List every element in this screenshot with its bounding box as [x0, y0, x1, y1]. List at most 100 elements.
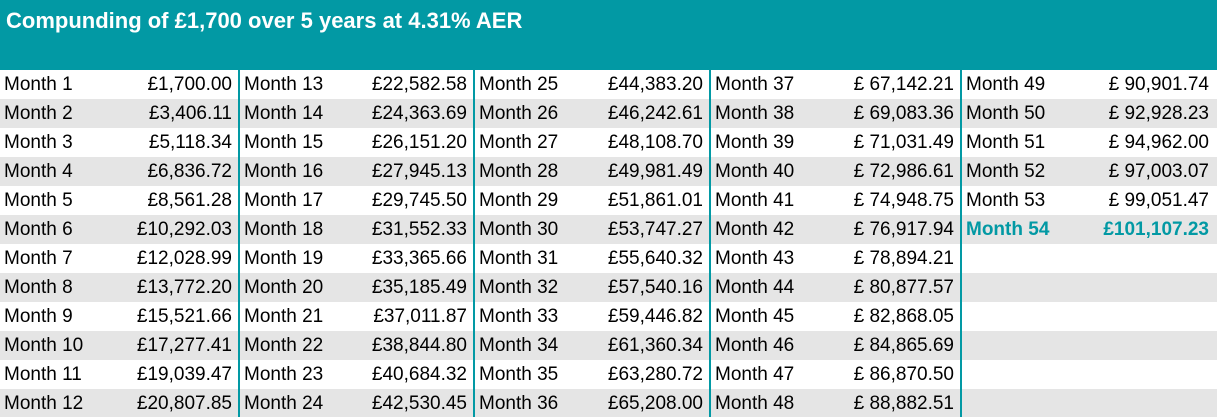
table-row: [0, 331, 1217, 360]
month-entry[interactable]: Month 52 £ 97,003.07: [962, 157, 1215, 186]
month-entry[interactable]: Month 43 £ 78,894.21: [711, 244, 960, 273]
balance-value: £22,582.58: [371, 74, 467, 95]
month-label: Month 38: [715, 103, 795, 124]
month-entry[interactable]: Month 42 £ 76,917.94: [711, 215, 960, 244]
month-entry[interactable]: Month 47 £ 86,870.50: [711, 360, 960, 389]
month-entry[interactable]: Month 3 £5,118.34: [0, 128, 238, 157]
balance-value: £ 80,877.57: [853, 277, 954, 298]
month-label: Month 21: [244, 306, 324, 327]
month-label: Month 11: [4, 364, 82, 385]
month-entry[interactable]: Month 8 £13,772.20: [0, 273, 238, 302]
balance-value: £29,745.50: [371, 190, 467, 211]
balance-value: £101,107.23: [1103, 219, 1209, 240]
month-entry[interactable]: Month 27 £48,108.70: [475, 128, 709, 157]
month-label: Month 52: [966, 161, 1046, 182]
month-entry[interactable]: Month 22 £38,844.80: [240, 331, 473, 360]
month-entry[interactable]: Month 36 £65,208.00: [475, 389, 709, 417]
balance-value: £ 76,917.94: [853, 219, 954, 240]
month-entry[interactable]: Month 28 £49,981.49: [475, 157, 709, 186]
month-label: Month 35: [479, 364, 559, 385]
month-entry[interactable]: Month 18 £31,552.33: [240, 215, 473, 244]
column-divider: [238, 70, 240, 417]
month-entry[interactable]: Month 50 £ 92,928.23: [962, 99, 1215, 128]
month-label: Month 28: [479, 161, 559, 182]
month-label: Month 5: [4, 190, 73, 211]
month-label: Month 3: [4, 132, 73, 153]
month-label: Month 45: [715, 306, 795, 327]
balance-value: £ 74,948.75: [853, 190, 954, 211]
month-entry[interactable]: Month 26 £46,242.61: [475, 99, 709, 128]
month-entry[interactable]: Month 1 £1,700.00: [0, 70, 238, 99]
month-entry[interactable]: Month 21 £37,011.87: [240, 302, 473, 331]
balance-value: £27,945.13: [371, 161, 467, 182]
month-entry[interactable]: Month 54 £101,107.23: [962, 215, 1215, 244]
month-entry[interactable]: Month 24 £42,530.45: [240, 389, 473, 417]
month-entry[interactable]: Month 6 £10,292.03: [0, 215, 238, 244]
month-entry[interactable]: Month 25 £44,383.20: [475, 70, 709, 99]
month-entry[interactable]: Month 4 £6,836.72: [0, 157, 238, 186]
month-entry[interactable]: Month 5 £8,561.28: [0, 186, 238, 215]
month-entry[interactable]: Month 11 £19,039.47: [0, 360, 238, 389]
balance-value: £61,360.34: [607, 335, 703, 356]
month-label: Month 22: [244, 335, 324, 356]
month-entry[interactable]: Month 16 £27,945.13: [240, 157, 473, 186]
balance-value: £35,185.49: [371, 277, 467, 298]
month-label: Month 19: [244, 248, 324, 269]
month-entry[interactable]: Month 10 £17,277.41: [0, 331, 238, 360]
month-entry[interactable]: Month 39 £ 71,031.49: [711, 128, 960, 157]
month-entry[interactable]: Month 2 £3,406.11: [0, 99, 238, 128]
month-entry[interactable]: Month 53 £ 99,051.47: [962, 186, 1215, 215]
month-label: Month 44: [715, 277, 795, 298]
month-label: Month 27: [479, 132, 559, 153]
month-entry[interactable]: Month 35 £63,280.72: [475, 360, 709, 389]
balance-value: £ 82,868.05: [853, 306, 954, 327]
month-entry[interactable]: Month 49 £ 90,901.74: [962, 70, 1215, 99]
balance-value: £13,772.20: [136, 277, 232, 298]
balance-value: £33,365.66: [371, 248, 467, 269]
balance-value: £1,700.00: [147, 74, 232, 95]
month-entry[interactable]: Month 37 £ 67,142.21: [711, 70, 960, 99]
balance-value: £19,039.47: [136, 364, 232, 385]
month-label: Month 42: [715, 219, 795, 240]
month-entry[interactable]: Month 14 £24,363.69: [240, 99, 473, 128]
month-entry[interactable]: Month 41 £ 74,948.75: [711, 186, 960, 215]
month-entry[interactable]: Month 45 £ 82,868.05: [711, 302, 960, 331]
balance-value: £ 94,962.00: [1108, 132, 1209, 153]
month-entry[interactable]: Month 23 £40,684.32: [240, 360, 473, 389]
table-row: [0, 215, 1217, 244]
month-entry[interactable]: Month 51 £ 94,962.00: [962, 128, 1215, 157]
month-entry[interactable]: Month 9 £15,521.66: [0, 302, 238, 331]
month-entry[interactable]: Month 44 £ 80,877.57: [711, 273, 960, 302]
month-label: Month 17: [244, 190, 324, 211]
month-entry[interactable]: Month 40 £ 72,986.61: [711, 157, 960, 186]
month-entry[interactable]: Month 38 £ 69,083.36: [711, 99, 960, 128]
month-label: Month 2: [4, 103, 73, 124]
month-entry[interactable]: Month 13 £22,582.58: [240, 70, 473, 99]
month-entry[interactable]: Month 48 £ 88,882.51: [711, 389, 960, 417]
month-entry[interactable]: Month 31 £55,640.32: [475, 244, 709, 273]
month-entry[interactable]: Month 17 £29,745.50: [240, 186, 473, 215]
month-label: Month 14: [244, 103, 324, 124]
month-entry[interactable]: Month 19 £33,365.66: [240, 244, 473, 273]
month-label: Month 50: [966, 103, 1046, 124]
month-label: Month 31: [479, 248, 559, 269]
month-entry[interactable]: Month 12 £20,807.85: [0, 389, 238, 417]
month-entry[interactable]: Month 32 £57,540.16: [475, 273, 709, 302]
month-entry[interactable]: Month 33 £59,446.82: [475, 302, 709, 331]
month-entry[interactable]: Month 34 £61,360.34: [475, 331, 709, 360]
month-label: Month 30: [479, 219, 559, 240]
month-label: Month 23: [244, 364, 324, 385]
month-entry[interactable]: Month 29 £51,861.01: [475, 186, 709, 215]
balance-value: £55,640.32: [607, 248, 703, 269]
month-entry[interactable]: Month 46 £ 84,865.69: [711, 331, 960, 360]
month-label: Month 15: [244, 132, 324, 153]
balance-value: £ 90,901.74: [1108, 74, 1209, 95]
month-label: Month 53: [966, 190, 1046, 211]
month-label: Month 13: [244, 74, 324, 95]
balance-value: £ 97,003.07: [1108, 161, 1209, 182]
month-entry[interactable]: Month 30 £53,747.27: [475, 215, 709, 244]
month-entry[interactable]: Month 7 £12,028.99: [0, 244, 238, 273]
month-entry[interactable]: Month 20 £35,185.49: [240, 273, 473, 302]
month-entry[interactable]: Month 15 £26,151.20: [240, 128, 473, 157]
month-label: Month 47: [715, 364, 795, 385]
